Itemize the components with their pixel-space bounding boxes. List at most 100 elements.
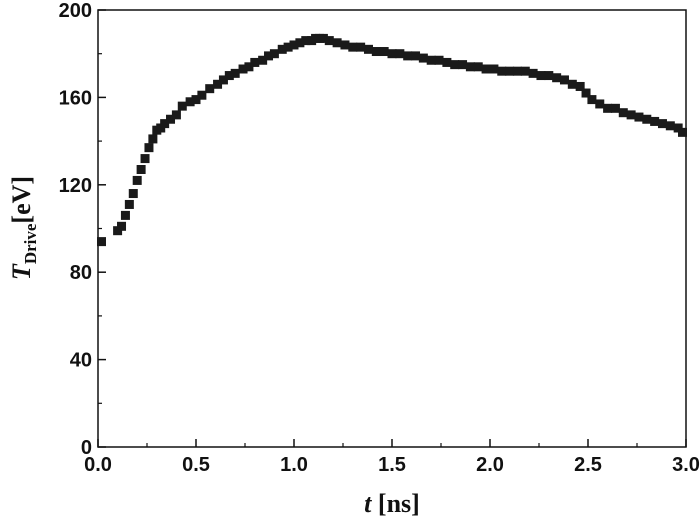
data-point xyxy=(610,103,620,113)
data-point xyxy=(264,51,274,61)
data-point xyxy=(356,42,366,52)
data-point xyxy=(318,33,328,43)
data-point xyxy=(387,49,397,59)
svg-text:TDrive[eV]: TDrive[eV] xyxy=(7,176,40,280)
data-point xyxy=(626,110,636,120)
data-point xyxy=(324,36,334,46)
data-point xyxy=(205,84,215,94)
data-point xyxy=(148,134,158,144)
data-point xyxy=(289,40,299,50)
data-point xyxy=(371,47,381,57)
data-point xyxy=(258,55,268,65)
data-point xyxy=(132,175,142,185)
data-point xyxy=(283,42,293,52)
data-point xyxy=(197,90,207,100)
data-point xyxy=(166,114,176,124)
data-point xyxy=(603,103,613,113)
data-point xyxy=(269,49,279,59)
data-point xyxy=(348,42,358,52)
data-point xyxy=(403,51,413,61)
data-point xyxy=(665,121,675,131)
data-point xyxy=(595,99,605,109)
data-point xyxy=(544,71,554,81)
data-point xyxy=(536,71,546,81)
x-tick-label: 0.0 xyxy=(84,454,112,476)
data-point xyxy=(128,189,138,199)
data-point xyxy=(250,57,260,67)
data-point xyxy=(277,44,287,54)
y-axis-symbol: T xyxy=(7,263,36,280)
data-point xyxy=(581,88,591,98)
x-axis-unit: [ns] xyxy=(371,489,419,518)
data-point xyxy=(473,62,483,72)
data-point xyxy=(559,75,569,85)
y-tick-label: 200 xyxy=(59,0,92,22)
x-tick-label: 2.5 xyxy=(574,454,602,476)
data-point xyxy=(434,55,444,65)
data-point xyxy=(618,108,628,118)
data-point xyxy=(575,81,585,91)
data-point xyxy=(301,36,311,46)
data-point xyxy=(465,62,475,72)
data-point xyxy=(213,79,223,89)
data-point xyxy=(567,79,577,89)
data-point xyxy=(379,47,389,57)
data-point xyxy=(218,75,228,85)
y-axis: 0 40 80 120 160 200 xyxy=(59,0,106,459)
y-tick-label: 40 xyxy=(70,350,92,372)
data-point xyxy=(363,44,373,54)
y-tick-label: 0 xyxy=(81,437,92,459)
data-point xyxy=(481,64,491,74)
data-point xyxy=(512,66,522,76)
data-point xyxy=(97,237,106,247)
data-point xyxy=(411,51,421,61)
data-point xyxy=(426,55,436,65)
x-tick-label: 3.0 xyxy=(672,454,700,476)
data-point xyxy=(418,53,428,63)
data-point xyxy=(295,38,305,48)
data-point xyxy=(489,64,499,74)
data-point xyxy=(238,64,248,74)
data-point xyxy=(185,97,195,107)
data-point xyxy=(442,57,452,67)
data-point xyxy=(120,210,130,220)
data-point xyxy=(230,68,240,78)
data-point xyxy=(340,40,350,50)
x-axis-label: t [ns] xyxy=(364,489,420,518)
plot-frame xyxy=(97,9,687,448)
y-tick-label: 160 xyxy=(59,87,92,109)
data-point xyxy=(642,114,652,124)
data-point xyxy=(332,38,342,48)
x-axis-symbol: t xyxy=(364,489,372,518)
data-point xyxy=(171,110,181,120)
data-point xyxy=(117,221,127,231)
x-tick-label: 1.5 xyxy=(378,454,406,476)
data-point xyxy=(177,101,187,111)
data-point xyxy=(136,165,146,175)
data-point xyxy=(520,66,530,76)
y-tick-label: 80 xyxy=(70,262,92,284)
data-point xyxy=(528,68,538,78)
data-point xyxy=(634,112,644,122)
x-tick-label: 2.0 xyxy=(476,454,504,476)
y-axis-label: TDrive[eV] xyxy=(7,176,40,280)
data-point xyxy=(144,143,154,153)
data-point xyxy=(657,119,667,129)
data-series xyxy=(97,33,687,247)
data-point xyxy=(552,73,562,83)
data-point xyxy=(458,60,468,70)
y-tick-label: 120 xyxy=(59,175,92,197)
data-point xyxy=(244,62,254,72)
data-point xyxy=(450,60,460,70)
data-point xyxy=(191,95,201,105)
data-point xyxy=(224,71,234,81)
y-axis-unit: [eV] xyxy=(7,176,36,224)
x-tick-label: 0.5 xyxy=(182,454,210,476)
data-point xyxy=(395,49,405,59)
y-axis-subscript: Drive xyxy=(21,223,40,264)
data-point xyxy=(124,199,134,209)
data-point xyxy=(587,95,597,105)
data-point xyxy=(505,66,515,76)
data-point xyxy=(160,119,170,129)
